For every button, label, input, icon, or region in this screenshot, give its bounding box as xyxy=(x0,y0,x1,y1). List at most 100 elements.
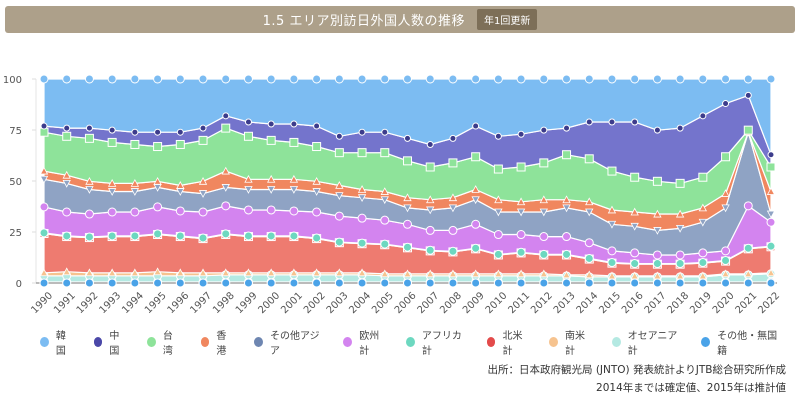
legend-swatch-icon xyxy=(611,337,621,347)
data-point xyxy=(221,268,230,277)
data-point xyxy=(175,231,185,241)
data-point-base xyxy=(584,278,594,288)
legend-item[interactable]: 台湾 xyxy=(147,327,181,357)
data-point xyxy=(221,123,231,133)
x-tick-label: 2003 xyxy=(325,290,351,316)
data-point-base xyxy=(84,278,94,288)
data-point xyxy=(404,134,411,142)
data-point-base xyxy=(698,278,708,288)
legend-item[interactable]: その他アジア xyxy=(254,327,323,357)
data-point xyxy=(243,131,253,141)
x-tick-label: 2005 xyxy=(370,290,396,316)
data-point-base xyxy=(266,278,276,288)
data-point xyxy=(334,148,344,158)
legend-item[interactable]: その他・無国籍 xyxy=(701,327,780,357)
data-point xyxy=(743,243,753,253)
legend-item[interactable]: 香港 xyxy=(200,327,235,357)
legend-item[interactable]: 南米計 xyxy=(549,327,592,357)
data-point xyxy=(222,112,230,120)
legend-swatch-icon xyxy=(701,337,711,347)
legend-item[interactable]: 北米計 xyxy=(486,327,530,357)
data-point xyxy=(449,134,457,142)
stacked-area-chart: 0255075100199019911992199319941995199619… xyxy=(3,74,782,316)
data-point xyxy=(516,208,526,217)
data-point xyxy=(221,166,230,175)
data-point xyxy=(243,231,253,241)
data-point xyxy=(312,188,321,196)
data-point xyxy=(357,74,367,84)
data-point xyxy=(607,166,617,176)
update-frequency-badge: 年1回更新 xyxy=(476,9,538,30)
data-point xyxy=(130,179,140,187)
data-point xyxy=(39,268,49,277)
x-tick-label: 2015 xyxy=(597,290,623,316)
data-point xyxy=(653,227,662,235)
legend-item[interactable]: 中国 xyxy=(93,327,128,357)
data-point xyxy=(471,74,481,84)
data-point xyxy=(607,205,617,214)
data-point xyxy=(698,218,708,227)
data-point-base xyxy=(743,278,753,288)
legend-item[interactable]: 欧州計 xyxy=(343,327,386,357)
data-point xyxy=(357,194,367,203)
data-point xyxy=(403,269,412,278)
legend-item[interactable]: オセアニア計 xyxy=(611,327,682,357)
data-point xyxy=(107,137,117,147)
data-point xyxy=(675,250,685,260)
data-point xyxy=(471,185,480,193)
data-point xyxy=(107,231,117,241)
legend-label: アフリカ計 xyxy=(421,331,462,357)
data-point-base xyxy=(562,278,572,288)
data-point xyxy=(516,162,526,172)
data-point xyxy=(493,74,503,84)
data-point xyxy=(471,243,481,253)
data-point xyxy=(176,181,185,189)
legend-item[interactable]: 韓国 xyxy=(40,327,74,357)
data-point xyxy=(448,193,458,202)
legend-label: その他アジア xyxy=(269,331,320,357)
data-point xyxy=(653,126,661,134)
data-point xyxy=(62,179,71,188)
data-point xyxy=(107,179,117,187)
legend-swatch-icon xyxy=(93,337,103,347)
x-tick-label: 1997 xyxy=(188,290,214,316)
data-point xyxy=(721,152,731,162)
legend-label: 韓国 xyxy=(55,331,66,357)
data-point-base xyxy=(630,278,640,288)
data-point xyxy=(39,175,49,184)
data-point xyxy=(630,74,640,84)
legend-item[interactable]: アフリカ計 xyxy=(405,327,467,357)
data-point xyxy=(312,268,321,277)
data-point-base xyxy=(175,278,185,288)
data-point xyxy=(516,230,526,240)
data-point xyxy=(721,74,731,84)
data-point-base xyxy=(243,278,253,288)
title-bar: 1.5 エリア別訪日外国人数の推移 年1回更新 xyxy=(5,6,795,33)
data-point xyxy=(130,74,140,84)
data-point xyxy=(471,196,480,205)
data-point xyxy=(357,185,367,193)
data-point xyxy=(722,100,730,108)
data-point-base xyxy=(357,278,367,288)
data-point xyxy=(153,229,163,239)
data-point xyxy=(266,231,276,241)
data-point xyxy=(289,174,299,183)
data-point xyxy=(653,209,662,218)
data-point xyxy=(744,269,753,278)
legend-label: その他・無国籍 xyxy=(717,331,778,357)
data-point xyxy=(198,135,208,145)
x-tick-label: 1996 xyxy=(166,290,192,316)
data-point xyxy=(607,246,617,256)
data-point xyxy=(699,112,707,120)
data-point xyxy=(493,249,503,259)
data-point xyxy=(448,158,458,168)
data-point xyxy=(562,270,571,279)
data-point xyxy=(153,267,162,276)
data-point xyxy=(539,158,549,168)
data-point xyxy=(380,74,390,84)
data-point xyxy=(130,268,140,277)
data-point xyxy=(539,208,548,217)
data-point xyxy=(221,74,231,84)
data-point xyxy=(199,124,207,132)
x-tick-label: 2006 xyxy=(393,290,419,316)
